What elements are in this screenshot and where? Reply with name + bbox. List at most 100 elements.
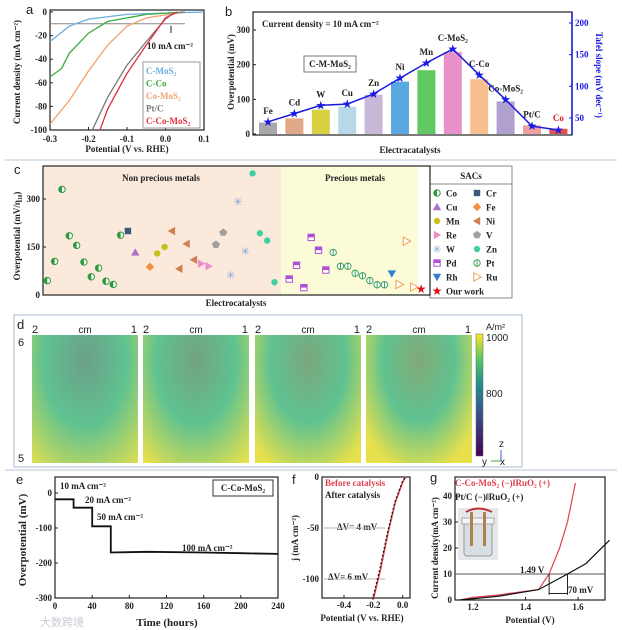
b-tafel-star: ★	[527, 119, 538, 133]
d-top-tick: 2	[255, 324, 261, 336]
f-legend-before: Before catalysis	[325, 478, 386, 488]
b-bar-label: W	[316, 89, 325, 99]
c-y-tick-label: 0	[36, 290, 41, 300]
axis-y-label: y	[482, 457, 487, 468]
b-bar-label: Ni	[396, 62, 405, 72]
g-plot-frame	[454, 476, 606, 601]
b-inset-label: C-M-MoS₂	[309, 59, 351, 69]
f-x-tick-label: -0.2	[366, 600, 381, 610]
b-bar-label: Pt/C	[523, 109, 541, 119]
b-y2label: Tafel slope (mV dec⁻¹)	[594, 32, 604, 118]
a-ylabel: Current density (mA cm⁻²)	[12, 20, 22, 124]
d-top-tick: 1	[131, 324, 137, 336]
c-legend-marker: ✳	[432, 244, 441, 256]
g-y-tick-label: 10	[443, 569, 453, 579]
e-y-tick-label: -200	[36, 558, 53, 568]
heatmap-4	[366, 335, 472, 463]
panel-label-g: g	[430, 470, 437, 485]
b-y2-tick-label: 150	[575, 50, 589, 60]
c-legend-marker-fill	[433, 259, 441, 263]
c-y-tick-label: 150	[27, 242, 41, 252]
b-tafel-star: ★	[447, 42, 458, 56]
c-legend-marker-fill	[433, 189, 437, 197]
panel-label-b: b	[225, 4, 232, 19]
f-x-tick-label: -0.4	[337, 600, 352, 610]
panel-label-e: e	[16, 472, 23, 487]
b-bar-label: Cd	[289, 98, 301, 108]
c-point-fill	[58, 186, 62, 193]
c-legend-label: Our work	[446, 287, 484, 297]
watermark: 大数跨境	[40, 615, 84, 629]
b-tafel-star: ★	[553, 123, 564, 137]
g-y-tick-label: 20	[443, 543, 453, 553]
g-legend-red: C-Co-MoS₂ (−)‖RuO₂ (+)	[455, 478, 550, 488]
b-y2-tick-label: 100	[575, 81, 589, 91]
b-bar	[417, 70, 436, 134]
c-legend-marker	[432, 273, 442, 282]
c-point-fill	[80, 258, 84, 266]
f-series-before	[372, 476, 407, 600]
c-point-fill	[66, 232, 70, 239]
a-legend-entry: Pt/C	[146, 104, 164, 114]
c-legend-label: Mn	[446, 217, 460, 227]
g-y-tick-label: 0	[448, 595, 453, 605]
b-tafel-line	[267, 48, 559, 131]
g-series-line	[459, 539, 610, 601]
b-y2-tick-label: 50	[575, 113, 585, 123]
b-tafel-star: ★	[474, 68, 485, 82]
a-series-line	[99, 11, 178, 131]
a-series-line	[49, 11, 185, 78]
a-series-line	[91, 11, 185, 131]
c-legend-label: Co	[446, 189, 457, 199]
electrolyzer-photo	[458, 507, 498, 560]
c-region-label-precious: Precious metals	[325, 173, 386, 183]
c-point	[131, 248, 140, 256]
panel-label-a: a	[26, 2, 34, 17]
a-x-tick-label: 0.1	[198, 134, 210, 144]
c-point-fill	[44, 277, 48, 284]
b-y-tick-label: 200	[237, 60, 251, 70]
a-legend-entry: C-Co-MoS₂	[146, 116, 190, 126]
b-tafel-star: ★	[368, 87, 379, 101]
c-point-fill	[285, 275, 293, 279]
a-x-tick-label: 0.0	[160, 134, 172, 144]
c-region-nonprecious	[43, 166, 281, 295]
d-top-tick: 2	[366, 324, 372, 336]
panel-label-f: f	[292, 472, 296, 487]
a-y-tick-label: -80	[35, 101, 47, 111]
e-series-line	[55, 498, 279, 555]
b-bar	[443, 52, 462, 134]
b-bar	[391, 81, 409, 134]
axis-z-label: z	[499, 439, 504, 450]
c-point-fill	[300, 284, 308, 288]
b-bar	[285, 118, 304, 134]
f-xlabel: Potential (V vs. RHE)	[320, 613, 403, 623]
f-ylabel: j (mA cm⁻²)	[290, 515, 300, 562]
c-legend-marker: ★	[432, 284, 443, 298]
d-top-tick: 1	[465, 324, 471, 336]
c-point: ✳	[226, 270, 235, 282]
a-legend-box	[142, 61, 201, 129]
colorbar	[475, 333, 484, 457]
d-top-tick: 1	[354, 324, 360, 336]
e-x-tick-label: 120	[160, 601, 174, 611]
b-y-tick-label: 100	[237, 94, 251, 104]
c-point-fill	[315, 247, 322, 251]
heatmap-2	[143, 335, 249, 463]
b-inset-box	[303, 55, 357, 73]
d-axis-unit: cm	[301, 325, 314, 336]
c-point	[198, 259, 206, 268]
f-legend-after: After catalysis	[325, 490, 381, 500]
b-bar-label: Mn	[420, 47, 434, 57]
c-legend-label: Ni	[486, 217, 495, 227]
e-annotation: 50 mA cm⁻²	[97, 512, 143, 522]
b-y-tick-label: 0	[246, 129, 251, 139]
c-point-fill	[88, 273, 92, 280]
g-ylabel: Current density(mA cm⁻²)	[430, 497, 440, 599]
b-bar	[470, 79, 489, 134]
b-xlabel: Electracatalysts	[380, 145, 441, 155]
c-point-fill	[293, 262, 300, 266]
e-legend-box	[212, 479, 274, 497]
c-legend-label: Pt	[486, 259, 495, 269]
c-point	[395, 279, 405, 290]
